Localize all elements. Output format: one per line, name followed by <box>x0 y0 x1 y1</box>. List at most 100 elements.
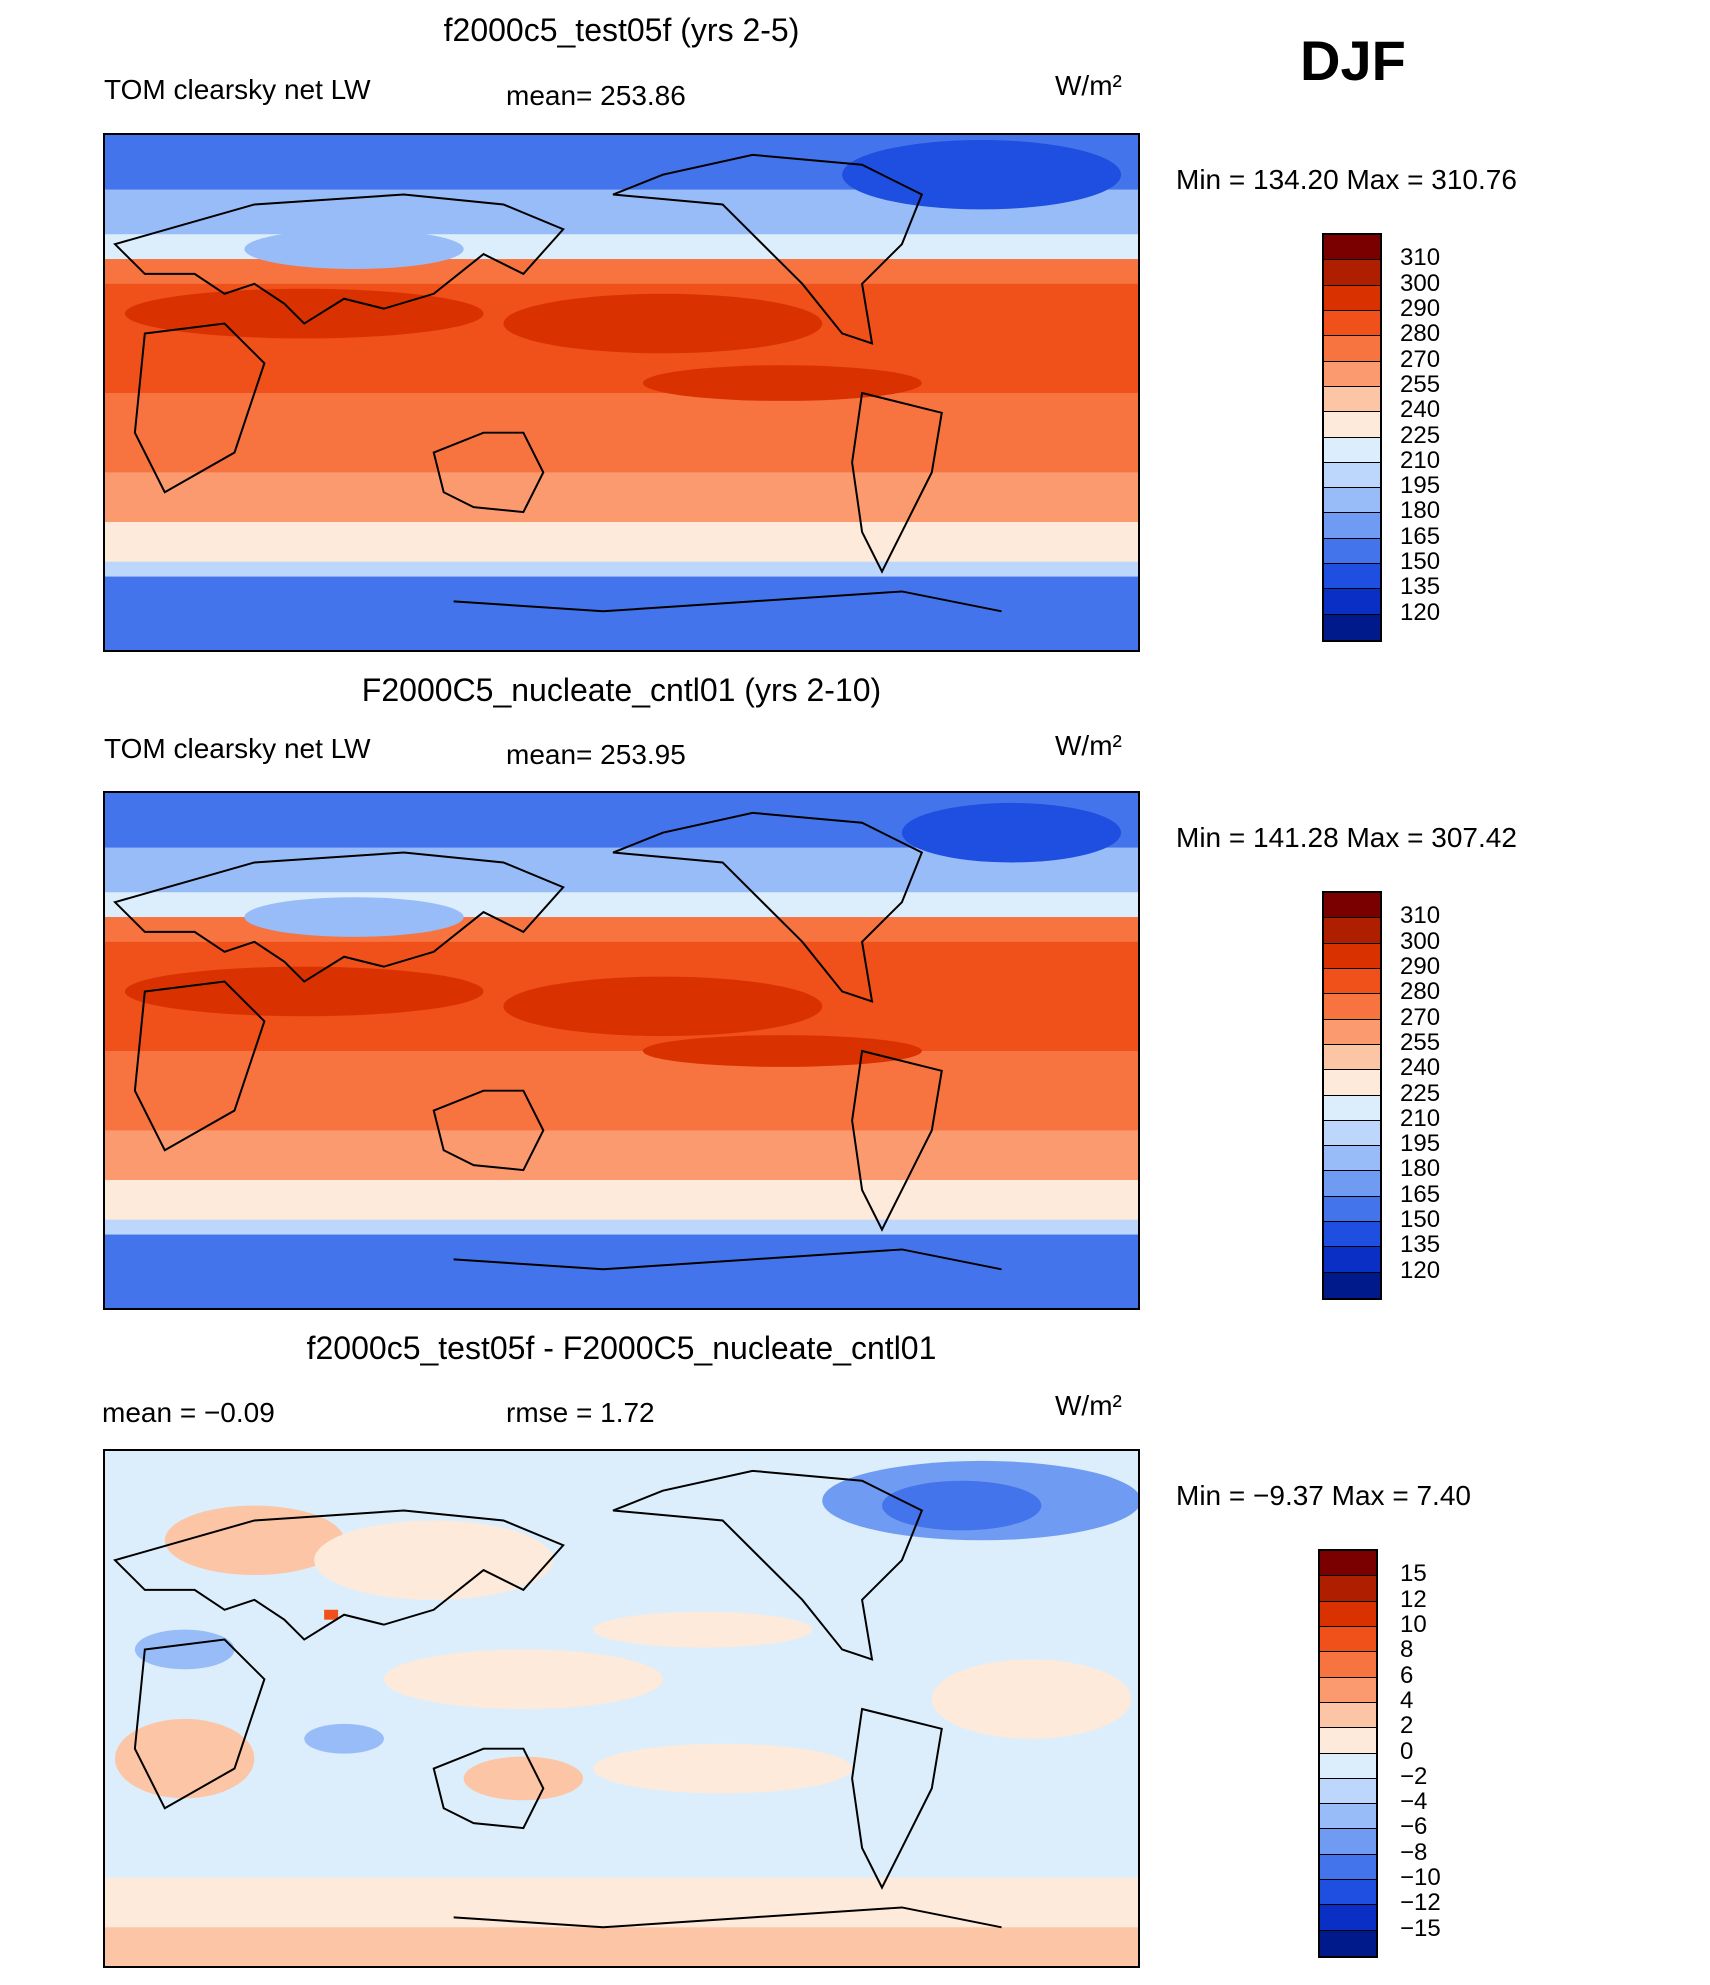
colorbar-swatch <box>1320 1753 1376 1779</box>
colorbar-swatch <box>1324 1171 1380 1197</box>
panel3-mean-label: mean = −0.09 <box>102 1397 275 1428</box>
panel1-colorbar-labels: 310 300 290 280 270 255 240 225 210 195 180 165 150 1… <box>1400 233 1480 642</box>
panel1-variable-label: TOM clearsky net LW <box>104 74 371 105</box>
colorbar-swatch <box>1324 260 1380 286</box>
colorbar-tick-label: 270 <box>1400 345 1441 373</box>
panel2-colorbar <box>1322 891 1382 1300</box>
colorbar-tick-label: 120 <box>1400 598 1441 626</box>
colorbar-tick-label: 15 <box>1400 1560 1427 1588</box>
panel1-mean-label: mean= 253.86 <box>506 80 686 111</box>
colorbar-tick-label: 210 <box>1400 1104 1441 1132</box>
colorbar-swatch <box>1324 1272 1380 1298</box>
colorbar-tick-label: 0 <box>1400 1737 1414 1765</box>
colorbar-swatch <box>1324 462 1380 489</box>
colorbar-swatch <box>1324 437 1380 463</box>
colorbar-tick-label: 290 <box>1400 952 1441 980</box>
colorbar-swatch <box>1320 1551 1376 1577</box>
panel3-minmax: Min = −9.37 Max = 7.40 <box>1176 1480 1471 1511</box>
panel2-variable-label: TOM clearsky net LW <box>104 733 371 764</box>
panel2-minmax: Min = 141.28 Max = 307.42 <box>1176 822 1517 853</box>
colorbar-swatch <box>1320 1930 1376 1956</box>
colorbar-swatch <box>1324 386 1380 413</box>
colorbar-swatch <box>1324 488 1380 514</box>
colorbar-tick-label: 12 <box>1400 1585 1427 1613</box>
colorbar-swatch <box>1324 1120 1380 1147</box>
colorbar-tick-label: −2 <box>1400 1762 1428 1790</box>
colorbar-swatch <box>1324 968 1380 995</box>
colorbar-swatch <box>1324 1095 1380 1121</box>
panel3-units-label: W/m² <box>1055 1390 1122 1421</box>
colorbar-tick-label: 240 <box>1400 1054 1441 1082</box>
colorbar-tick-label: 2 <box>1400 1712 1414 1740</box>
colorbar-swatch <box>1324 1019 1380 1045</box>
colorbar-tick-label: 6 <box>1400 1661 1414 1689</box>
colorbar-swatch <box>1320 1880 1376 1906</box>
colorbar-swatch <box>1324 538 1380 565</box>
colorbar-tick-label: −4 <box>1400 1788 1428 1816</box>
panel1-colorbar <box>1322 233 1382 642</box>
colorbar-tick-label: −10 <box>1400 1864 1441 1892</box>
colorbar-swatch <box>1324 918 1380 944</box>
colorbar-tick-label: 210 <box>1400 446 1441 474</box>
colorbar-tick-label: 225 <box>1400 421 1441 449</box>
colorbar-swatch <box>1324 1146 1380 1172</box>
colorbar-tick-label: 290 <box>1400 294 1441 322</box>
colorbar-swatch <box>1324 564 1380 590</box>
panel1-title: f2000c5_test05f (yrs 2-5) <box>443 12 800 48</box>
panel3-map <box>103 1449 1140 1968</box>
panel3-colorbar <box>1318 1549 1378 1958</box>
panel2-mean-label: mean= 253.95 <box>506 739 686 770</box>
colorbar-tick-label: 195 <box>1400 1130 1441 1158</box>
colorbar-tick-label: 270 <box>1400 1003 1441 1031</box>
colorbar-swatch <box>1324 1247 1380 1273</box>
panel1-map <box>103 133 1140 652</box>
colorbar-tick-label: 165 <box>1400 522 1441 550</box>
colorbar-tick-label: 195 <box>1400 472 1441 500</box>
colorbar-swatch <box>1320 1905 1376 1931</box>
panel3-colorbar-labels: 15 12 10 8 6 4 2 0 −2 −4 −6 −8 −10 −12 −15 <box>1400 1549 1480 1958</box>
season-label: DJF <box>1300 29 1406 92</box>
colorbar-tick-label: −12 <box>1400 1889 1441 1917</box>
colorbar-swatch <box>1324 893 1380 919</box>
colorbar-tick-label: 135 <box>1400 573 1441 601</box>
colorbar-swatch <box>1324 310 1380 337</box>
colorbar-swatch <box>1324 589 1380 615</box>
colorbar-tick-label: −8 <box>1400 1838 1428 1866</box>
colorbar-tick-label: 10 <box>1400 1610 1427 1638</box>
colorbar-tick-label: 280 <box>1400 978 1441 1006</box>
colorbar-swatch <box>1324 285 1380 311</box>
panel2-title: F2000C5_nucleate_cntl01 (yrs 2-10) <box>361 672 882 708</box>
panel2-colorbar-labels: 310 300 290 280 270 255 240 225 210 195 180 165 150 1… <box>1400 891 1480 1300</box>
colorbar-swatch <box>1320 1652 1376 1678</box>
colorbar-swatch <box>1320 1804 1376 1830</box>
panel1-units-label: W/m² <box>1055 70 1122 101</box>
colorbar-swatch <box>1324 1044 1380 1071</box>
colorbar-swatch <box>1324 994 1380 1020</box>
colorbar-swatch <box>1324 1070 1380 1096</box>
colorbar-swatch <box>1324 513 1380 539</box>
colorbar-swatch <box>1320 1854 1376 1881</box>
panel2-map <box>103 791 1140 1310</box>
colorbar-swatch <box>1320 1829 1376 1855</box>
colorbar-tick-label: 4 <box>1400 1686 1414 1714</box>
colorbar-swatch <box>1320 1677 1376 1703</box>
colorbar-tick-label: 150 <box>1400 1206 1441 1234</box>
colorbar-swatch <box>1324 943 1380 969</box>
panel1-minmax: Min = 134.20 Max = 310.76 <box>1176 164 1517 195</box>
colorbar-tick-label: 240 <box>1400 396 1441 424</box>
panel2-units-label: W/m² <box>1055 730 1122 761</box>
colorbar-tick-label: 150 <box>1400 548 1441 576</box>
colorbar-tick-label: 255 <box>1400 370 1441 398</box>
colorbar-swatch <box>1320 1626 1376 1653</box>
colorbar-tick-label: −6 <box>1400 1813 1428 1841</box>
colorbar-swatch <box>1324 1196 1380 1223</box>
colorbar-swatch <box>1320 1601 1376 1627</box>
colorbar-tick-label: 135 <box>1400 1231 1441 1259</box>
panel3-rmse-label: rmse = 1.72 <box>506 1397 655 1428</box>
colorbar-tick-label: 120 <box>1400 1256 1441 1284</box>
colorbar-tick-label: 280 <box>1400 320 1441 348</box>
colorbar-tick-label: 225 <box>1400 1079 1441 1107</box>
colorbar-swatch <box>1320 1702 1376 1729</box>
colorbar-swatch <box>1324 1222 1380 1248</box>
colorbar-tick-label: 8 <box>1400 1636 1414 1664</box>
